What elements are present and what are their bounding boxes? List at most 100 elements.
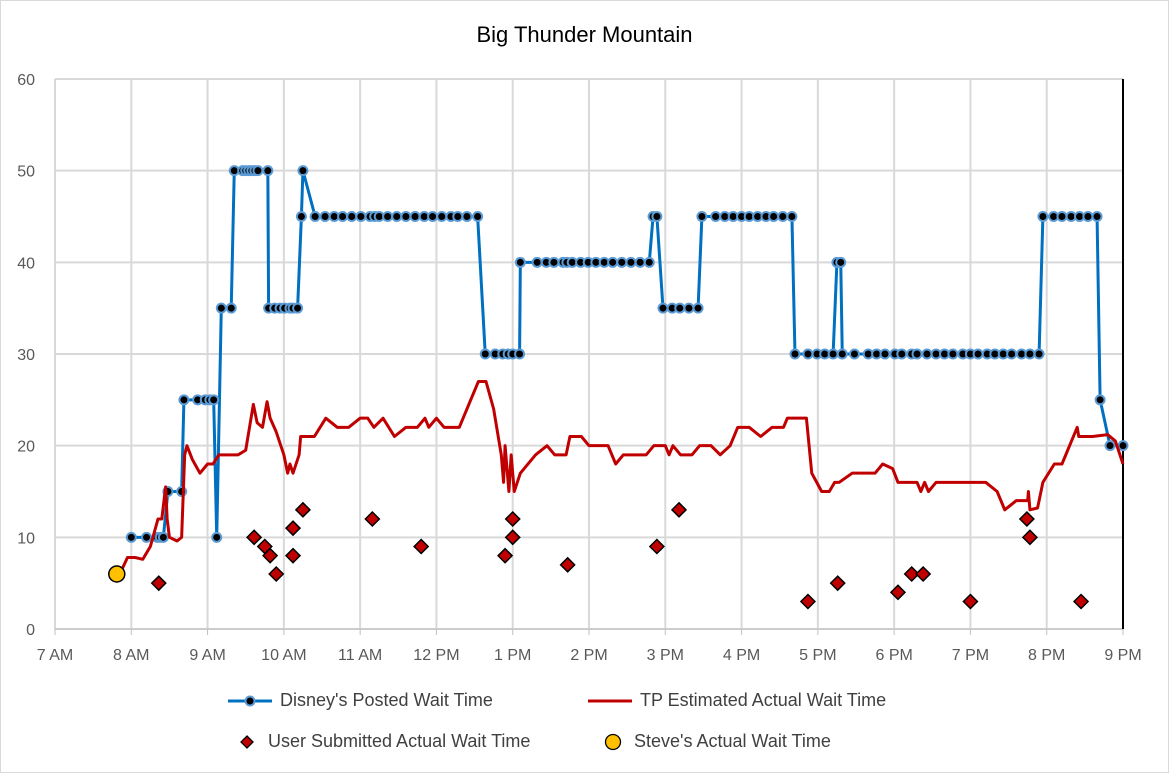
- y-tick-label: 0: [26, 622, 35, 639]
- user-submitted-point: [1072, 593, 1090, 610]
- posted-wait-point: [382, 211, 394, 222]
- user-submitted-point: [962, 593, 979, 610]
- posted-wait-point: [768, 211, 780, 222]
- posted-wait-point: [461, 211, 473, 222]
- user-submitted-point: [284, 520, 302, 537]
- legend-item-user-submitted: User Submitted Actual Wait Time: [240, 731, 530, 752]
- posted-wait-point: [252, 165, 264, 177]
- x-tick-label: 12 PM: [413, 647, 459, 664]
- legend-label: TP Estimated Actual Wait Time: [640, 690, 887, 710]
- posted-wait-point: [409, 211, 421, 222]
- x-tick-label: 6 PM: [875, 647, 912, 664]
- legend-item-tp-estimated: TP Estimated Actual Wait Time: [588, 690, 886, 711]
- user-submitted-point: [413, 538, 430, 555]
- steve-wait-point: [108, 565, 126, 583]
- posted-wait-point: [710, 211, 722, 222]
- x-tick-label: 1 PM: [494, 647, 531, 664]
- x-tick-label: 8 AM: [113, 647, 149, 664]
- user-submitted-point: [364, 510, 381, 528]
- user-submitted-point: [497, 547, 514, 564]
- posted-wait-point: [157, 531, 169, 543]
- posted-wait-point: [178, 394, 190, 406]
- y-tick-label: 10: [17, 530, 35, 547]
- x-tick-label: 8 PM: [1028, 647, 1065, 664]
- legend-diamond-icon: [240, 734, 254, 749]
- x-tick-label: 3 PM: [647, 647, 684, 664]
- posted-wait-point: [827, 348, 839, 360]
- posted-wait-point: [696, 211, 708, 222]
- posted-wait-point: [292, 302, 304, 314]
- user-submitted-point: [670, 501, 688, 518]
- posted-wait-point: [786, 211, 798, 222]
- x-tick-label: 4 PM: [723, 647, 760, 664]
- posted-wait-point: [514, 348, 526, 360]
- x-tick-label: 11 AM: [338, 647, 382, 664]
- posted-wait-point: [972, 348, 984, 360]
- user-submitted-point: [504, 529, 521, 546]
- posted-wait-point: [400, 211, 412, 222]
- user-submitted-point: [799, 593, 817, 610]
- posted-wait-point: [211, 531, 223, 543]
- posted-wait-point: [848, 348, 860, 360]
- posted-wait-point: [1104, 440, 1116, 452]
- y-tick-label: 50: [17, 164, 35, 181]
- posted-wait-point: [607, 256, 619, 268]
- posted-wait-point: [309, 211, 321, 222]
- posted-wait-point: [651, 211, 663, 222]
- legend-item-posted: Disney's Posted Wait Time: [228, 690, 493, 711]
- posted-wait-point: [472, 211, 484, 222]
- user-submitted-point: [559, 556, 576, 573]
- posted-wait-point: [1094, 394, 1106, 406]
- y-tick-label: 40: [17, 255, 35, 272]
- posted-wait-point: [657, 302, 669, 314]
- posted-wait-point: [802, 348, 814, 360]
- posted-wait-point: [616, 256, 628, 268]
- posted-wait-point: [355, 211, 367, 222]
- y-tick-label: 20: [17, 439, 35, 456]
- tp-estimated-line: [118, 380, 1125, 575]
- x-tick-label: 9 PM: [1104, 647, 1141, 664]
- legend-item-steve: Steve's Actual Wait Time: [604, 731, 831, 752]
- posted-wait-point: [1024, 348, 1036, 360]
- posted-wait-point: [436, 211, 448, 222]
- legend-label: Disney's Posted Wait Time: [280, 690, 493, 710]
- posted-wait-point: [683, 302, 695, 314]
- legend-label: Steve's Actual Wait Time: [634, 731, 831, 751]
- user-submitted-point: [648, 538, 665, 555]
- posted-wait-point: [1056, 211, 1068, 222]
- posted-wait-point: [692, 302, 704, 314]
- legend-line-marker-icon: [228, 695, 272, 706]
- posted-wait-point: [208, 394, 220, 406]
- posted-wait-point: [625, 256, 637, 268]
- posted-wait-point: [911, 348, 923, 360]
- user-submitted-point: [246, 529, 263, 546]
- y-tick-label: 60: [17, 72, 35, 89]
- y-tick-label: 30: [17, 347, 35, 364]
- posted-wait-point: [789, 348, 801, 360]
- posted-wait-point: [921, 348, 933, 360]
- posted-wait-point: [947, 348, 959, 360]
- x-tick-label: 7 PM: [952, 647, 989, 664]
- posted-wait-point: [531, 256, 543, 268]
- x-tick-label: 5 PM: [799, 647, 836, 664]
- x-tick-label: 10 AM: [261, 647, 306, 664]
- posted-wait-point: [1006, 348, 1018, 360]
- posted-wait-point: [1033, 348, 1045, 360]
- posted-wait-point: [879, 348, 891, 360]
- posted-wait-point: [1091, 211, 1103, 222]
- posted-wait-point: [643, 256, 655, 268]
- posted-wait-point: [1037, 211, 1049, 222]
- user-submitted-point: [1021, 529, 1038, 546]
- posted-wait-point: [262, 165, 274, 177]
- posted-wait-point: [295, 211, 307, 222]
- posted-wait-point: [125, 531, 137, 543]
- posted-wait-point: [1117, 440, 1129, 452]
- posted-wait-point: [634, 256, 646, 268]
- posted-wait-point: [427, 211, 439, 222]
- posted-wait-point: [674, 302, 686, 314]
- user-submitted-point: [262, 547, 279, 564]
- posted-wait-point: [896, 348, 908, 360]
- x-tick-label: 2 PM: [570, 647, 607, 664]
- posted-wait-point: [346, 211, 358, 222]
- posted-wait-point: [479, 348, 491, 360]
